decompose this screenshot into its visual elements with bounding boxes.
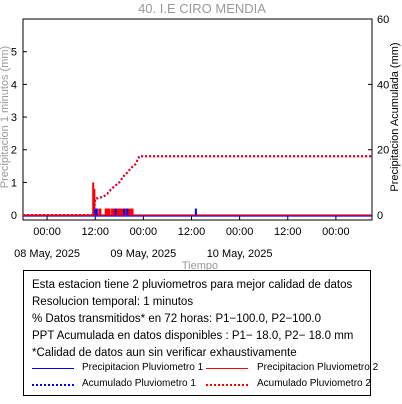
left-y-tick-label: 4: [11, 79, 17, 91]
left-y-tick-label: 1: [11, 177, 17, 189]
legend-label-p2: Precipitacion Pluviometro 2: [257, 362, 379, 373]
info-line-pluviometers: Esta estacion tiene 2 pluviometros para …: [32, 279, 353, 291]
x-date-label: 10 May, 2025: [207, 248, 273, 260]
y-axis-label-left: Precipitacion 1 minutos (mm): [0, 46, 11, 188]
x-tick-label: 00:00: [322, 226, 350, 238]
x-tick-label: 12:00: [274, 226, 302, 238]
chart-title: 40. I.E CIRO MENDIA: [138, 1, 266, 16]
legend-label-p1: Precipitacion Pluviometro 1: [82, 362, 204, 373]
legend-swatch-p2: [206, 368, 248, 369]
info-line-accumulated: PPT Acumulada en datos disponibles : P1−…: [32, 330, 354, 342]
left-y-tick-label: 2: [11, 145, 17, 157]
x-tick-label: 00:00: [226, 226, 254, 238]
x-tick-label: 12:00: [81, 226, 109, 238]
info-line-resolution: Resolucion temporal: 1 minutos: [32, 296, 194, 308]
x-axis-label: Tiempo: [182, 260, 218, 270]
left-y-tick-label: 0: [11, 210, 17, 222]
x-tick-label: 00:00: [130, 226, 158, 238]
plot-area: 0 1 2 3 4 5 0 20 40 60 00:00 12:00 00:00 12:00 00:00 12…: [11, 14, 389, 260]
right-y-tick-label: 60: [377, 14, 389, 26]
legend-label-a1: Acumulado Pluviometro 1: [82, 378, 196, 389]
y-axis-label-right: Precipitacion Acumulada (mm): [389, 42, 401, 191]
right-y-tick-label: 40: [377, 79, 389, 91]
left-y-tick-label: 5: [11, 47, 17, 59]
left-y-tick-label: 3: [11, 112, 17, 124]
right-y-tick-label: 0: [377, 210, 383, 222]
x-tick-label: 00:00: [33, 226, 61, 238]
legend-label-a2: Acumulado Pluviometro 2: [257, 378, 371, 389]
info-line-transmitted: % Datos transmitidos* en 72 horas: P1−10…: [32, 313, 321, 325]
x-tick-label: 12:00: [178, 226, 206, 238]
x-date-label: 08 May, 2025: [14, 248, 80, 260]
plot-frame: [22, 18, 373, 221]
accumulated-p1-line: [23, 155, 372, 217]
precipitation-chart: 40. I.E CIRO MENDIA 0 1 2 3 4 5 0 20 40 60 00:00 12…: [0, 1, 401, 270]
info-box: Esta estacion tiene 2 pluviometros para …: [23, 270, 378, 396]
legend-swatch-a2: [206, 384, 248, 386]
legend-swatch-a1: [32, 384, 74, 386]
info-line-quality-note: *Calidad de datos aun sin verificar exha…: [32, 347, 297, 359]
right-y-tick-label: 20: [377, 145, 389, 157]
legend-swatch-p1: [32, 368, 74, 369]
accumulated-p2-line: [23, 155, 372, 217]
x-date-label: 09 May, 2025: [110, 248, 176, 260]
